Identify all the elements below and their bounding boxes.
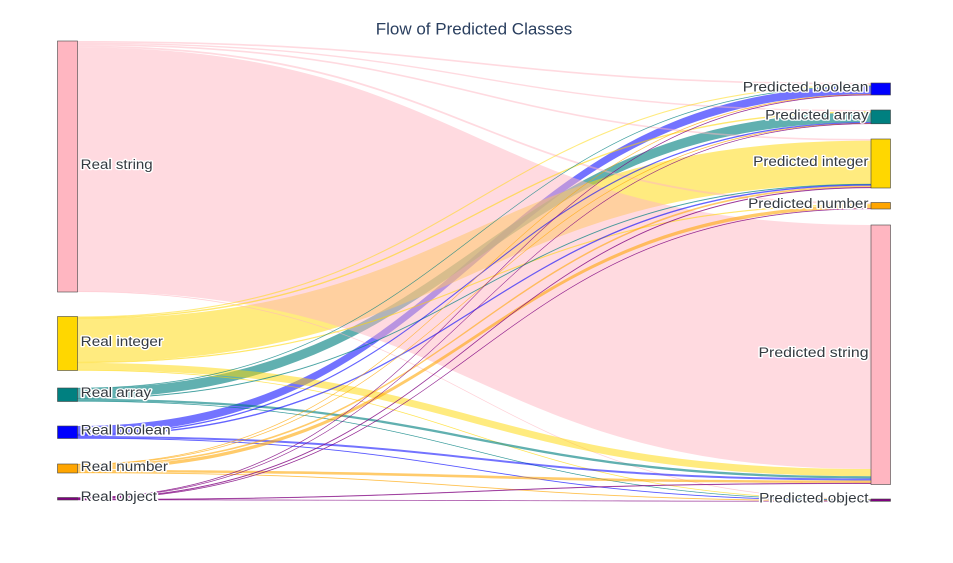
svg-text:Predicted array: Predicted array [765, 107, 869, 122]
svg-text:Predicted object: Predicted object [759, 491, 869, 506]
svg-text:Predicted boolean: Predicted boolean [743, 79, 869, 94]
svg-text:Predicted string: Predicted string [759, 345, 869, 360]
svg-text:Real boolean: Real boolean [81, 423, 171, 438]
svg-text:Real number: Real number [81, 459, 169, 474]
svg-text:Real object: Real object [81, 489, 158, 504]
svg-text:Predicted number: Predicted number [748, 196, 869, 211]
svg-text:Real array: Real array [81, 385, 152, 400]
svg-text:Real integer: Real integer [81, 334, 164, 349]
svg-text:Real string: Real string [81, 157, 153, 172]
svg-text:Flow of Predicted Classes: Flow of Predicted Classes [376, 20, 573, 39]
svg-text:Predicted integer: Predicted integer [753, 154, 869, 169]
